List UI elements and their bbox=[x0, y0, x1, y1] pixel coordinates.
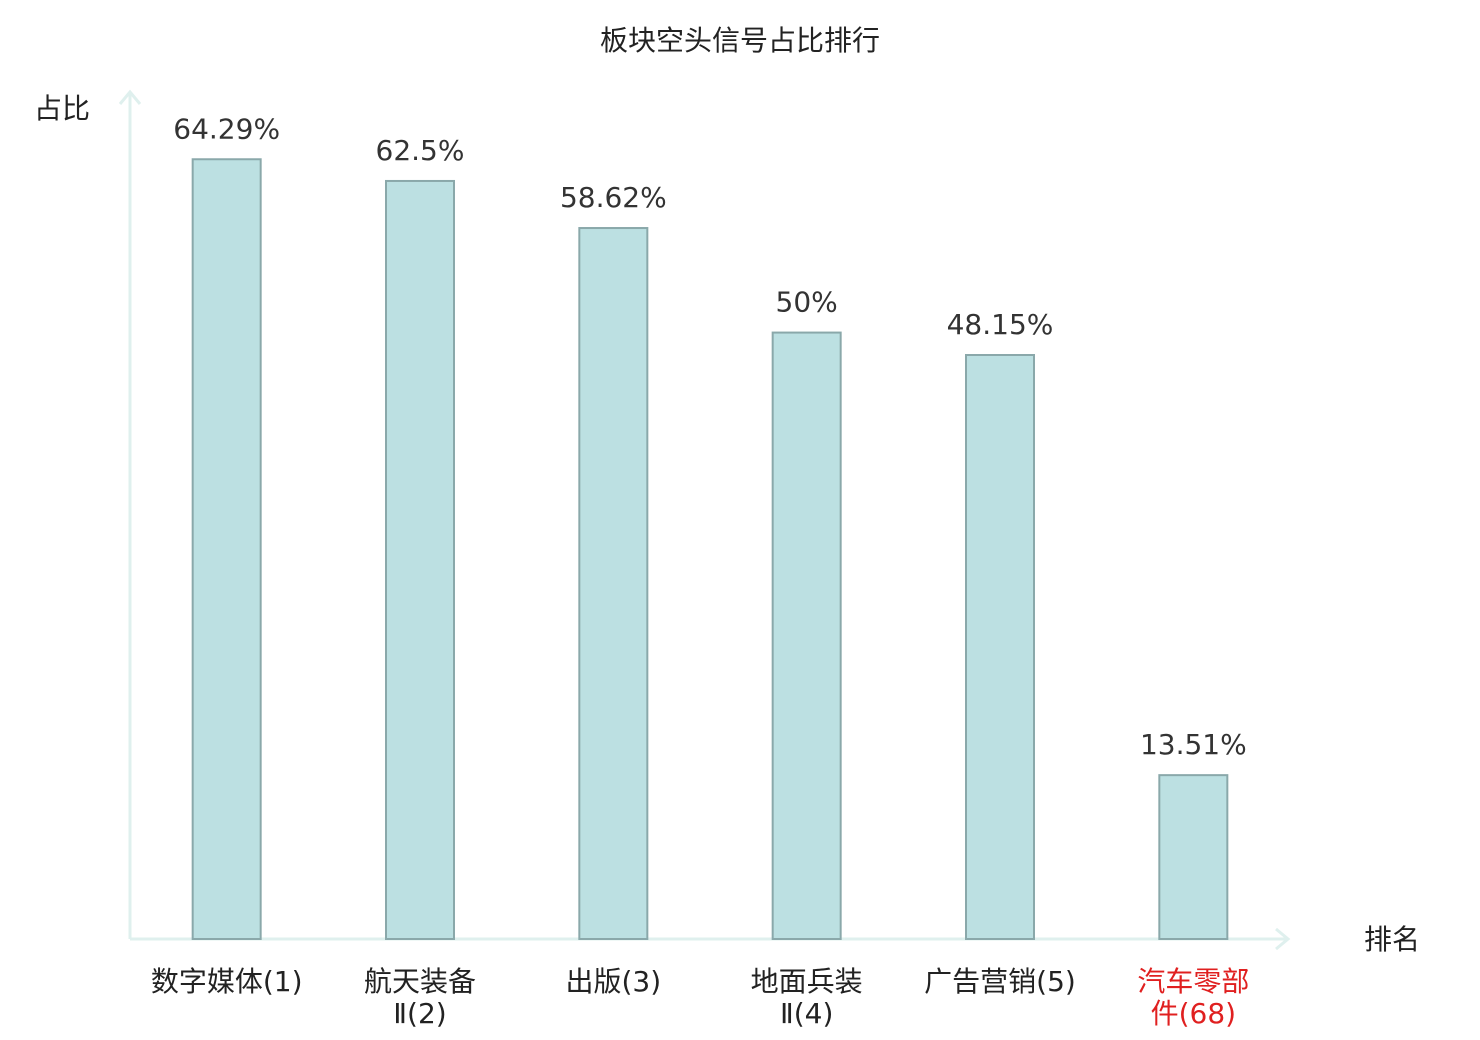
x-tick-label: 数字媒体(1) bbox=[151, 965, 303, 998]
value-label: 48.15% bbox=[947, 308, 1054, 341]
x-tick-label: 地面兵装 Ⅱ(4) bbox=[751, 965, 863, 1030]
x-tick-label: 广告营销(5) bbox=[924, 965, 1076, 998]
value-label: 58.62% bbox=[560, 181, 667, 214]
y-axis-label: 占比 bbox=[34, 92, 90, 125]
value-label: 64.29% bbox=[173, 112, 280, 145]
value-label: 50% bbox=[776, 286, 838, 319]
bar bbox=[578, 227, 649, 941]
bar bbox=[965, 354, 1035, 940]
bar bbox=[191, 158, 262, 940]
bar bbox=[1158, 774, 1229, 940]
axes bbox=[118, 89, 1291, 951]
chart-title: 板块空头信号占比排行 bbox=[600, 24, 880, 57]
value-label: 13.51% bbox=[1140, 728, 1247, 761]
x-arrow bbox=[1275, 927, 1291, 951]
y-arrow bbox=[118, 89, 142, 105]
x-tick-label: 出版(3) bbox=[565, 965, 661, 998]
bar bbox=[385, 179, 455, 940]
value-label: 62.5% bbox=[376, 134, 465, 167]
x-tick-label: 航天装备 Ⅱ(2) bbox=[364, 965, 476, 1030]
x-tick-label: 汽车零部件(68) bbox=[1137, 965, 1249, 1030]
x-axis-label: 排名 bbox=[1364, 923, 1420, 956]
bar bbox=[771, 331, 842, 941]
